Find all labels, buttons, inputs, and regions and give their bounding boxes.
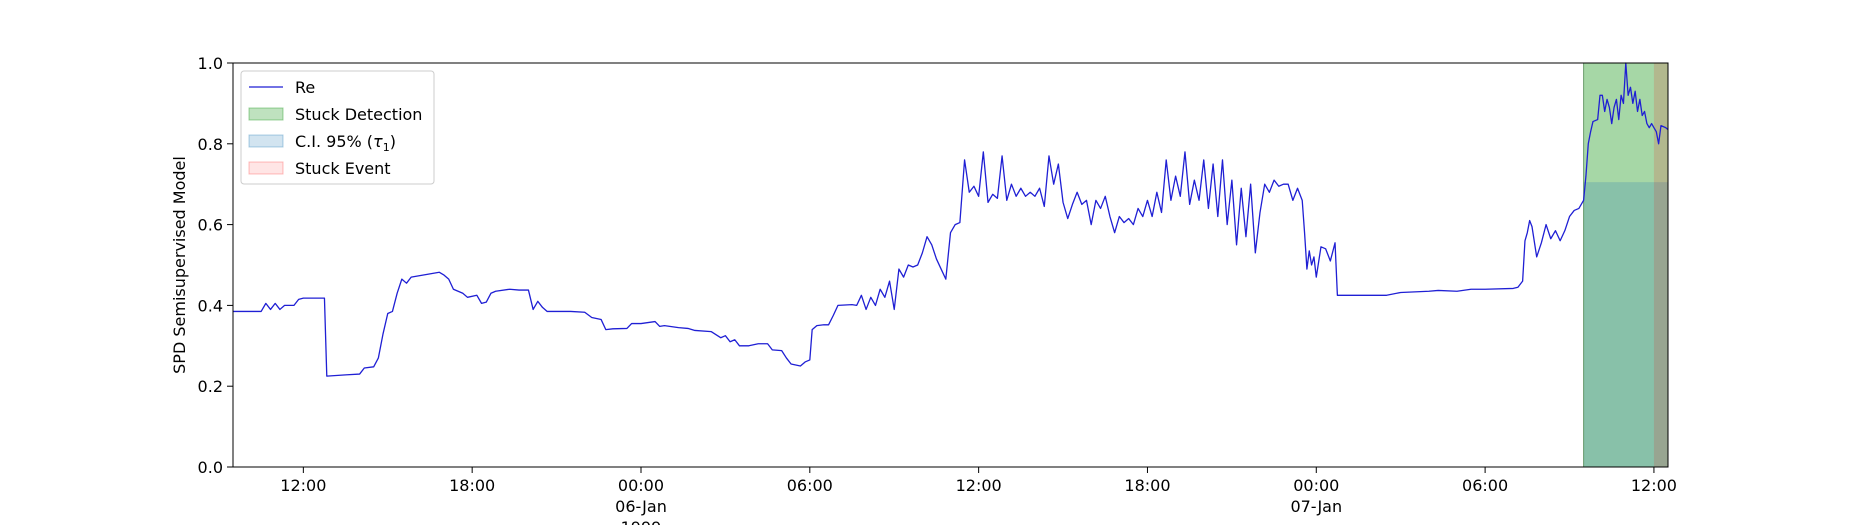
x-tick-label: 06-Jan — [615, 497, 667, 516]
y-tick-label: 0.0 — [198, 458, 223, 477]
y-tick-label: 1.0 — [198, 54, 223, 73]
legend: Re Stuck Detection C.I. 95% (τ1) Stuck Even… — [240, 70, 435, 185]
series-layer — [233, 62, 1669, 377]
x-tick-label: 06:00 — [1462, 476, 1508, 495]
region-stuck-event — [1653, 63, 1668, 467]
x-axis: 12:00 18:00 00:00 06-Jan 1999 06:00 12:00 18:00… — [280, 467, 1677, 529]
y-tick-label: 0.4 — [198, 296, 223, 315]
series-line-re — [233, 62, 1669, 377]
y-tick-label: 0.8 — [198, 135, 223, 154]
y-axis-label: SPD Semisupervised Model — [170, 156, 189, 374]
x-tick-label: 00:00 — [1293, 476, 1339, 495]
legend-swatch-c-i-95 — [248, 134, 284, 148]
x-tick-label: 1999 — [621, 518, 662, 525]
x-tick-label: 18:00 — [1124, 476, 1170, 495]
x-tick-label: 00:00 — [618, 476, 664, 495]
regions-layer — [1583, 63, 1668, 467]
legend-swatch-stuck-event — [248, 161, 284, 175]
x-tick-label: 12:00 — [280, 476, 326, 495]
plot-frame — [232, 62, 1669, 468]
y-axis: 0.0 0.2 0.4 0.6 0.8 1.0 — [198, 54, 233, 477]
x-tick-label: 12:00 — [956, 476, 1002, 495]
region-c-i-95 — [1583, 182, 1668, 467]
legend-label-stuck-event: Stuck Event — [295, 159, 391, 178]
x-tick-label: 18:00 — [449, 476, 495, 495]
region-stuck-detection — [1583, 63, 1668, 467]
x-tick-label: 12:00 — [1631, 476, 1677, 495]
legend-swatch-stuck-detection — [248, 107, 284, 121]
y-tick-label: 0.2 — [198, 377, 223, 396]
y-tick-label: 0.6 — [198, 216, 223, 235]
legend-label-c-i-95: C.I. 95% (τ1) — [295, 132, 396, 154]
legend-box — [240, 70, 435, 185]
x-tick-label: 06:00 — [787, 476, 833, 495]
legend-label-stuck-detection: Stuck Detection — [295, 105, 422, 124]
legend-label-re: Re — [295, 78, 315, 97]
x-tick-label: 07-Jan — [1290, 497, 1342, 516]
